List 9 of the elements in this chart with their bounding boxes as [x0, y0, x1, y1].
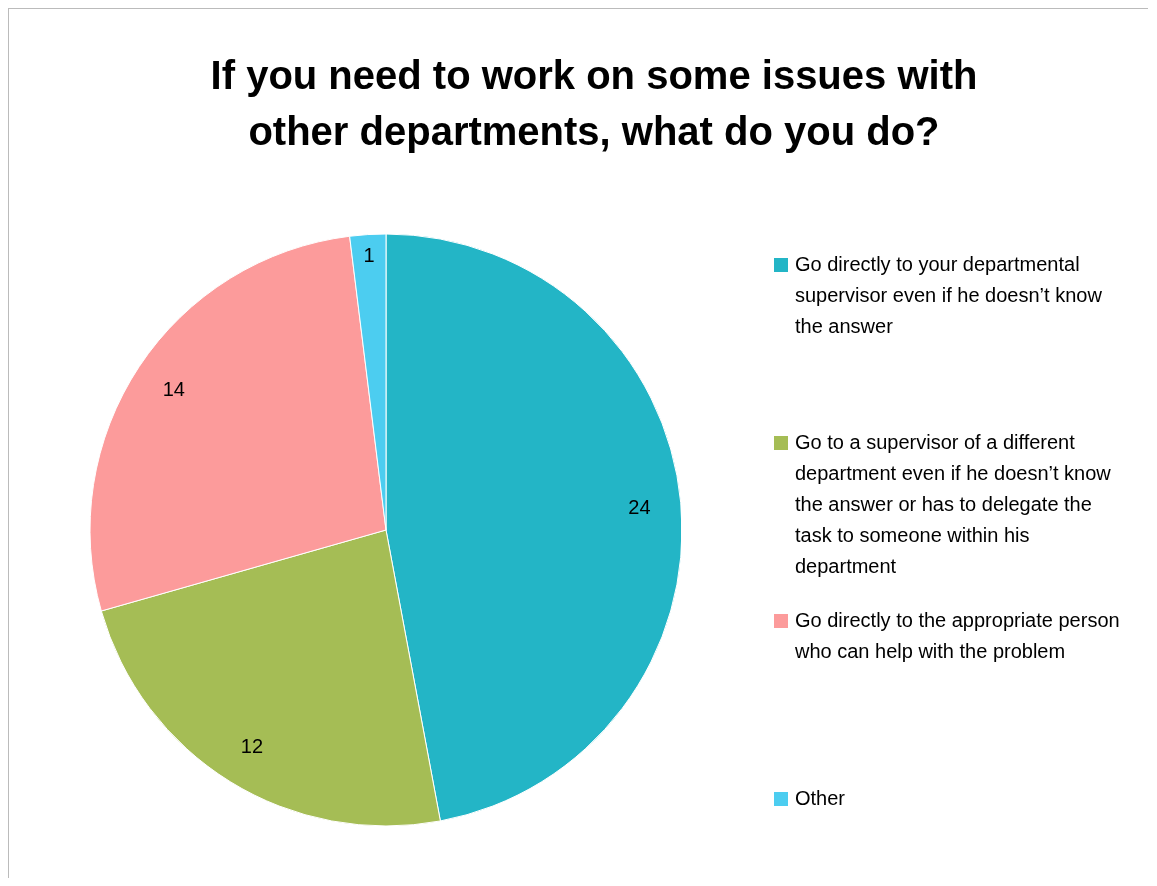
data-label: 14 [162, 378, 185, 401]
data-label: 1 [363, 244, 375, 267]
legend-label: Go directly to the appropriate person who can help with the problem [795, 608, 1121, 664]
chart-title: If you need to work on some issues with other departments, what do you do? [209, 52, 979, 155]
data-label: 12 [240, 735, 264, 758]
legend-label: Go to a supervisor of a different department even if he doesn’t know the answer or has to delegate the task to someone within his department [795, 430, 1112, 579]
data-label: 24 [628, 495, 651, 518]
legend-label: Other [795, 786, 846, 811]
legend-label: Go directly to your departmental supervisor even if he doesn’t know the answer [795, 252, 1103, 339]
